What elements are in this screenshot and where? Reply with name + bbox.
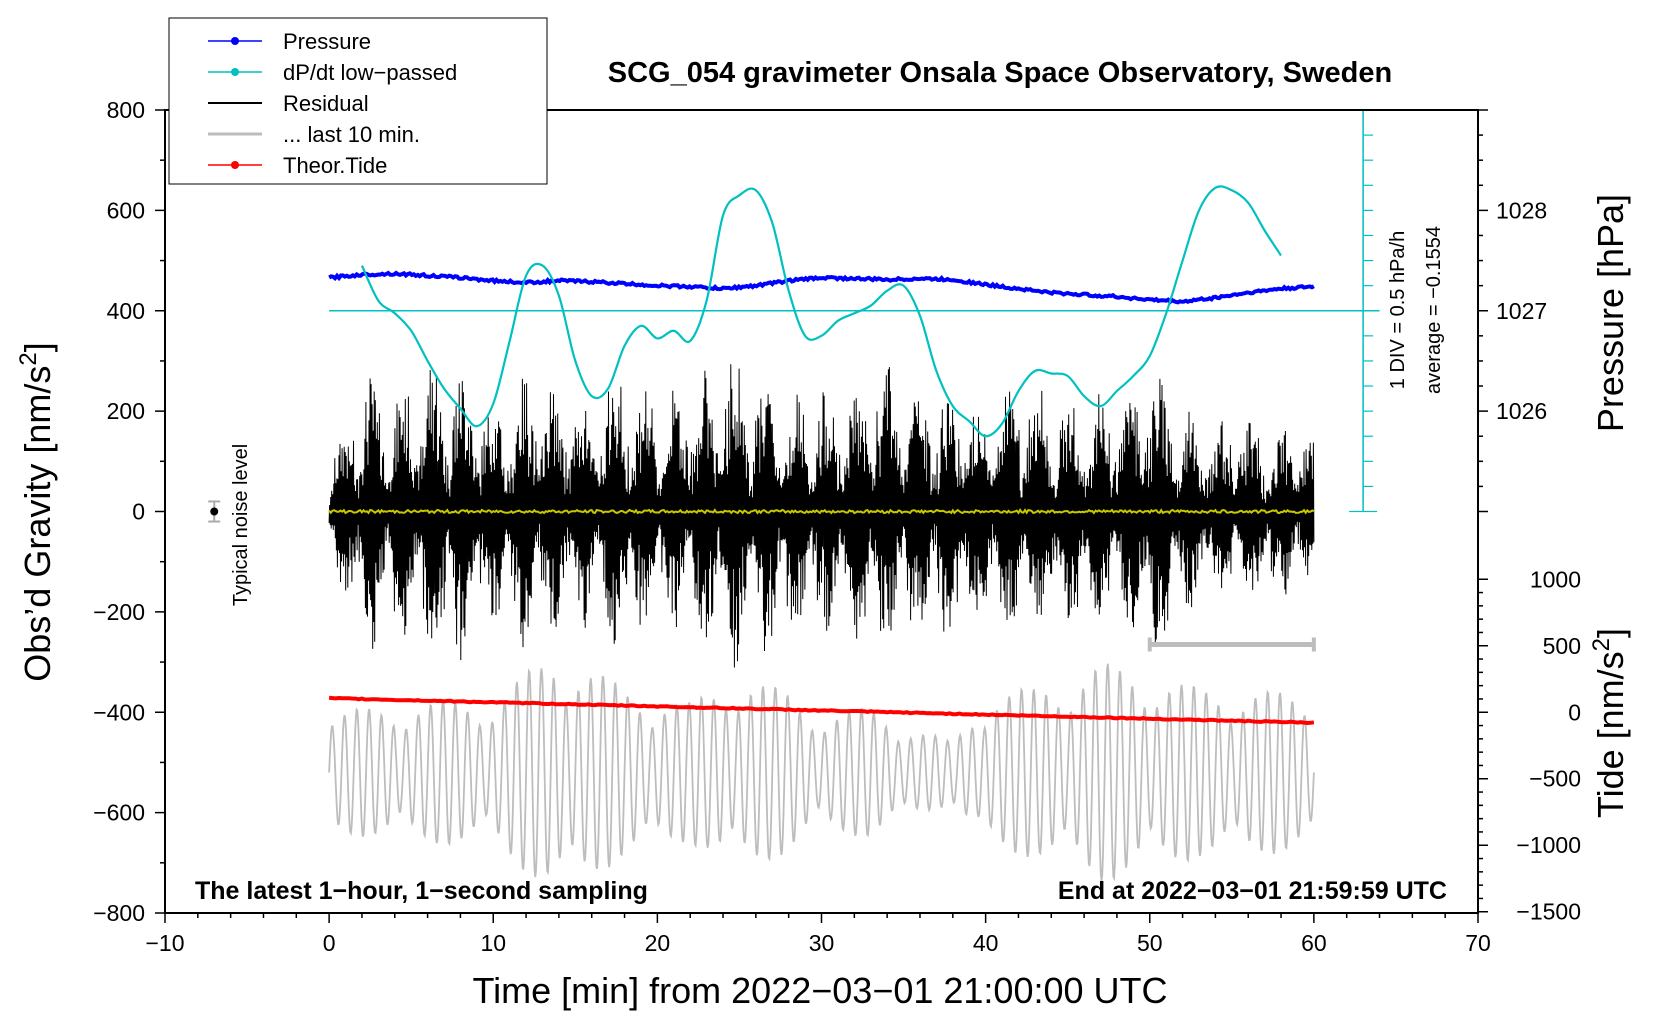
dpdt-scale-label: 1 DIV = 0.5 hPa/h xyxy=(1387,231,1409,389)
legend-item-dpdt: dP/dt low−passed xyxy=(208,60,457,85)
tide-tick-label: −500 xyxy=(1529,766,1581,792)
y-axis-label-pressure: Pressure [hPa] xyxy=(1590,194,1631,432)
y-axis-label-tide: Tide [nm/s2] xyxy=(1588,628,1631,818)
y-tick-label: −400 xyxy=(93,699,145,725)
legend-label-last10: ... last 10 min. xyxy=(283,122,420,147)
legend-item-pressure: Pressure xyxy=(208,29,371,54)
y-tick-label: −800 xyxy=(93,900,145,926)
axes: −10 0 10 20 30 40 50 60 70 800 600 400 200 0 −200 −400 −… xyxy=(93,97,1581,956)
plot-area xyxy=(208,109,1380,882)
x-tick-label: 20 xyxy=(645,930,671,956)
x-tick-label: 70 xyxy=(1465,930,1491,956)
noise-level-label: Typical noise level xyxy=(230,444,252,606)
y-tick-label: 0 xyxy=(132,499,145,525)
series-residual-mean-line xyxy=(328,508,1315,515)
series-residual-line xyxy=(328,364,1315,668)
tide-tick-label: 0 xyxy=(1568,699,1581,725)
legend-item-last10: ... last 10 min. xyxy=(208,122,420,147)
y-tick-label: 600 xyxy=(107,197,145,223)
tide-tick-label: −1500 xyxy=(1516,899,1581,925)
y-axis-label-left: Obs’d Gravity [nm/s2] xyxy=(15,342,58,681)
legend-box xyxy=(168,17,548,185)
y-tick-label: 400 xyxy=(107,298,145,324)
x-tick-label: 0 xyxy=(323,930,336,956)
x-tick-label: 30 xyxy=(809,930,835,956)
pressure-tick-label: 1027 xyxy=(1496,298,1547,324)
annotation-end-time: End at 2022−03−01 21:59:59 UTC xyxy=(1058,877,1447,905)
series-pressure-line xyxy=(328,270,1315,305)
dpdt-average-label: average = −0.1554 xyxy=(1423,226,1445,394)
series-theor-tide-line xyxy=(328,695,1315,726)
legend-label-dpdt: dP/dt low−passed xyxy=(283,60,457,85)
legend-item-theor-tide: Theor.Tide xyxy=(208,153,387,178)
y-tick-label: 200 xyxy=(107,398,145,424)
y-tick-label: −600 xyxy=(93,800,145,826)
legend: Pressure dP/dt low−passed Residual ... l… xyxy=(168,17,548,185)
pressure-tick-label: 1026 xyxy=(1496,398,1547,424)
series-last10-line xyxy=(328,663,1315,882)
legend-label-pressure: Pressure xyxy=(283,29,371,54)
tide-tick-label: 1000 xyxy=(1530,566,1581,592)
x-tick-label: −10 xyxy=(145,930,184,956)
y-tick-label: −200 xyxy=(93,599,145,625)
y-tick-label: 800 xyxy=(107,97,145,123)
x-axis-label: Time [min] from 2022−03−01 21:00:00 UTC xyxy=(472,970,1167,1011)
x-tick-label: 50 xyxy=(1137,930,1163,956)
x-tick-label: 40 xyxy=(973,930,999,956)
chart-title: SCG_054 gravimeter Onsala Space Observat… xyxy=(608,57,1392,89)
pressure-tick-label: 1028 xyxy=(1496,197,1547,223)
legend-item-residual: Residual xyxy=(208,91,369,116)
legend-label-theor-tide: Theor.Tide xyxy=(283,153,387,178)
tide-tick-label: 500 xyxy=(1543,633,1581,659)
tide-tick-label: −1000 xyxy=(1516,832,1581,858)
x-tick-label: 60 xyxy=(1301,930,1327,956)
noise-bar-point xyxy=(210,507,219,516)
annotation-sampling: The latest 1−hour, 1−second sampling xyxy=(195,877,648,905)
series-dpdt-line xyxy=(360,185,1282,438)
legend-label-residual: Residual xyxy=(283,91,369,116)
x-tick-label: 10 xyxy=(480,930,506,956)
